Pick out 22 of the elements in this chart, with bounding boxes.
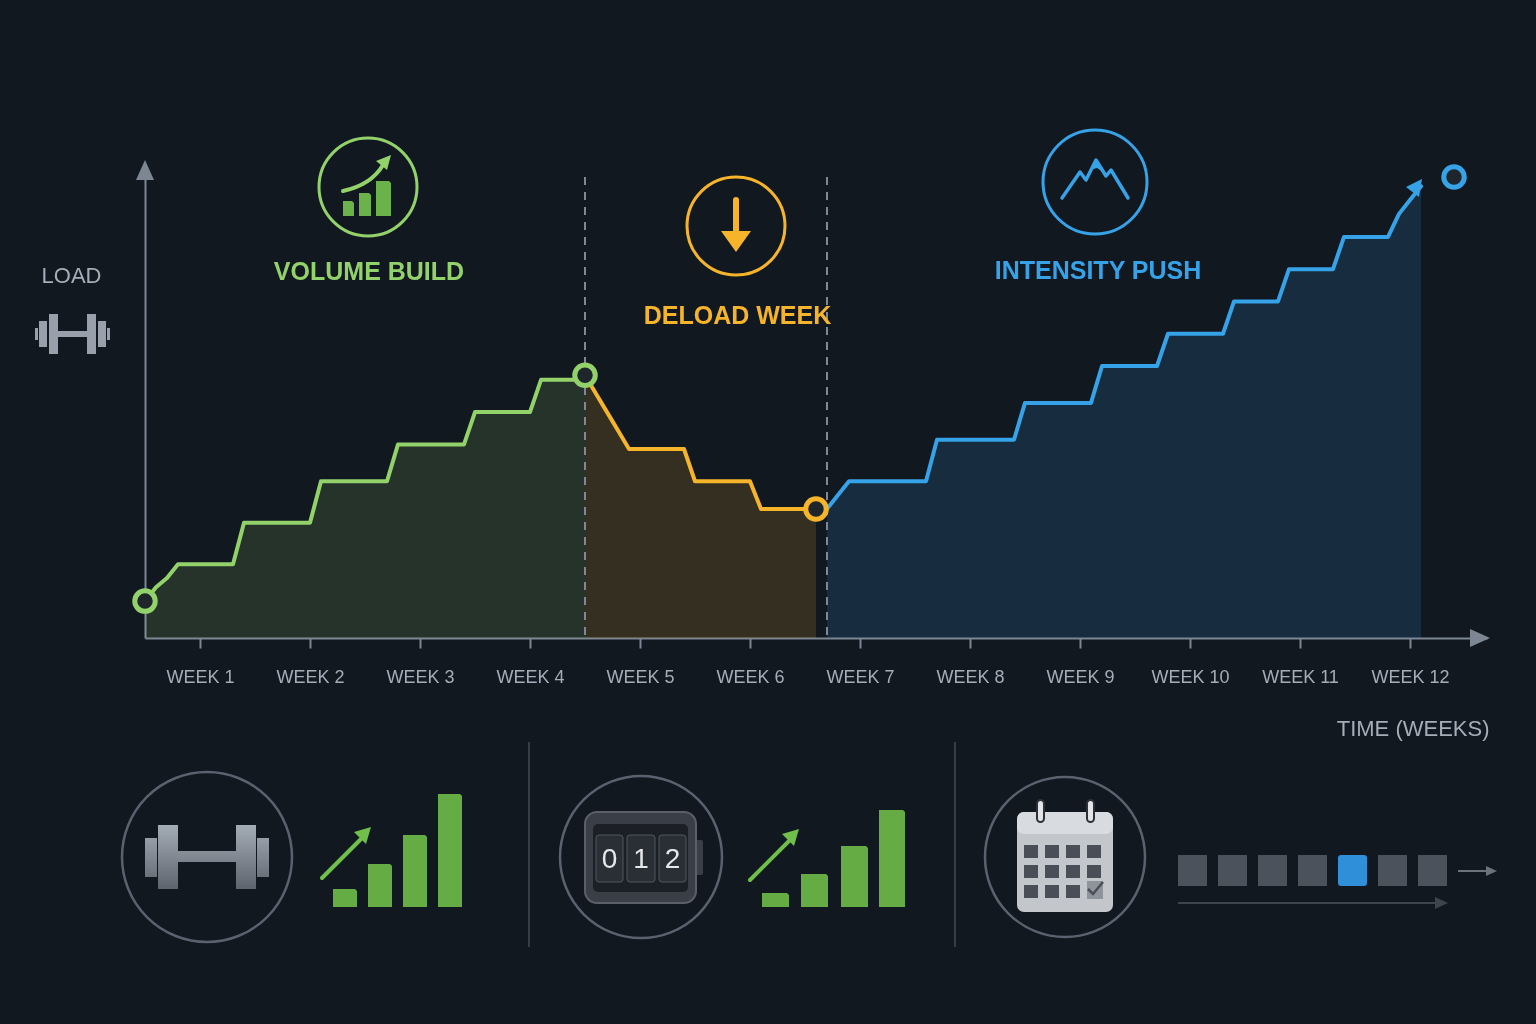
point [132, 588, 158, 614]
x-tick-label: WEEK 3 [386, 666, 455, 687]
y-axis-title: LOAD [41, 262, 102, 288]
x-tick-label: WEEK 8 [936, 666, 1005, 687]
x-tick-label: WEEK 10 [1151, 666, 1230, 687]
x-tick-label: WEEK 12 [1371, 666, 1450, 687]
point [572, 362, 598, 388]
x-tick-label: WEEK 6 [716, 666, 785, 687]
x-axis-title: TIME (WEEKS) [1336, 715, 1490, 741]
series-label: INTENSITY PUSH [994, 256, 1202, 284]
x-tick-label: WEEK 9 [1046, 666, 1115, 687]
x-tick-label: WEEK 5 [606, 666, 675, 687]
x-tick-label: WEEK 11 [1262, 666, 1339, 687]
x-tick-label: WEEK 7 [826, 666, 895, 687]
x-tick-label: WEEK 1 [166, 666, 235, 687]
x-tick-label: WEEK 2 [276, 666, 345, 687]
x-tick-label: WEEK 4 [496, 666, 565, 687]
counter-icon: 012 [558, 774, 724, 940]
point [1441, 164, 1467, 190]
text: DELOAD WEEK [643, 301, 832, 329]
point [803, 496, 829, 522]
text: VOLUME BUILD [273, 257, 465, 285]
